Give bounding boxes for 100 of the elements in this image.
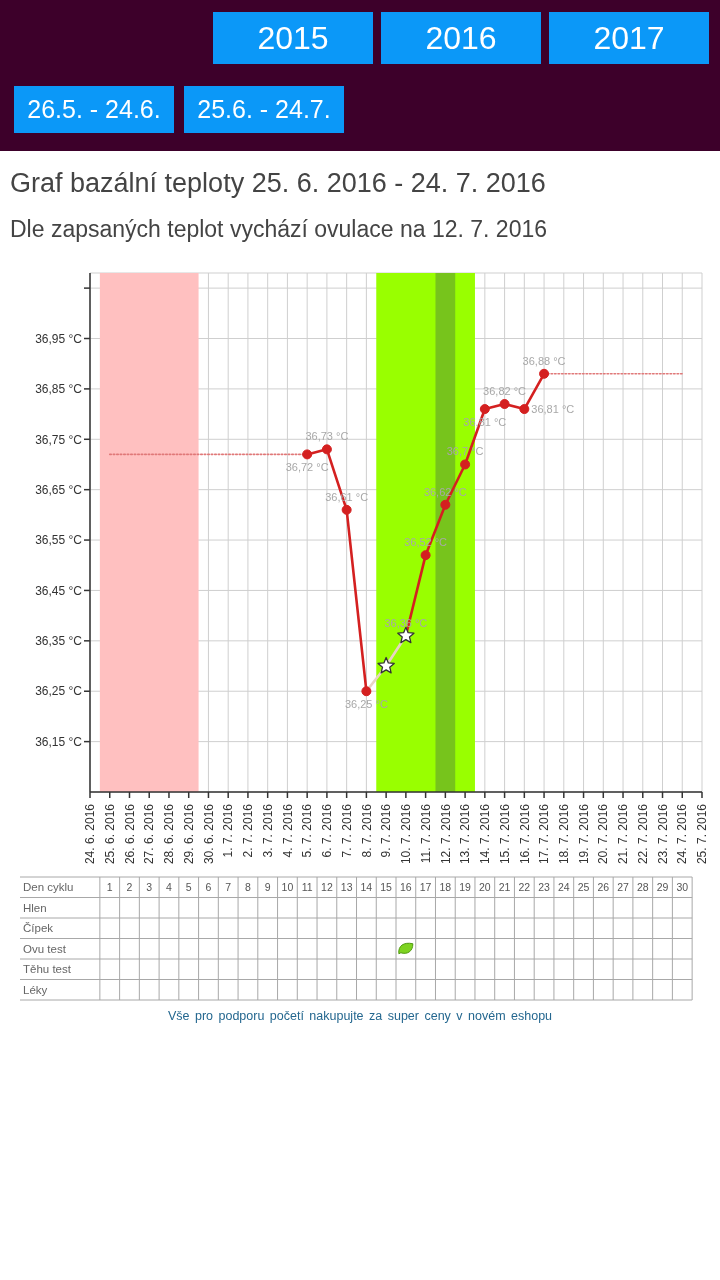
x-tick-label: 5. 7. 2016 (300, 803, 315, 858)
x-tick-label: 24. 6. 2016 (83, 803, 98, 865)
text: Ovu test (23, 942, 67, 955)
text: 8 (245, 880, 252, 893)
text: 29 (656, 880, 669, 893)
text: 11 (301, 880, 313, 893)
data-label: 36,81 °C (463, 416, 507, 429)
chart-title: Graf bazální teploty 25. 6. 2016 - 24. 7. 2016 (9, 167, 547, 200)
x-tick-label: 11. 7. 2016 (418, 803, 433, 864)
text: 3 (146, 880, 153, 893)
point (341, 504, 352, 515)
period-button: 25.6. - 24.7. (184, 86, 344, 133)
point (377, 656, 395, 674)
y-tick-label: 36,55 °C (35, 533, 83, 548)
x-tick-label: 29. 6. 2016 (181, 803, 196, 865)
data-label: 36,72 °C (285, 461, 329, 474)
x-tick-label: 4. 7. 2016 (280, 803, 295, 858)
x-tick-label: 18. 7. 2016 (557, 803, 572, 865)
text: 26 (597, 880, 610, 893)
x-tick-label: 23. 7. 2016 (655, 803, 670, 865)
text: 28 (636, 880, 649, 893)
x-tick-label: 10. 7. 2016 (399, 803, 414, 865)
x-tick-label: 8. 7. 2016 (359, 803, 374, 858)
x-tick-label: 24. 7. 2016 (675, 803, 690, 865)
y-tick-label: 36,95 °C (35, 331, 83, 346)
y-tick-label: 36,35 °C (35, 634, 83, 649)
y-tick-label: 36,65 °C (35, 482, 83, 497)
data-label: 36,25 °C (344, 698, 388, 711)
text: Vše pro podporu početí nakupujte za super ceny v novém eshopu (166, 1009, 554, 1023)
text: 7 (225, 880, 232, 893)
year-button: 2015 (213, 12, 373, 64)
text: 1 (106, 880, 113, 893)
point (321, 444, 332, 455)
text: 22 (518, 880, 531, 893)
text: Těhu test (23, 963, 72, 976)
x-tick-label: 2. 7. 2016 (241, 803, 256, 858)
x-tick-label: 22. 7. 2016 (635, 803, 650, 865)
text: 15 (380, 880, 393, 893)
point (361, 686, 372, 697)
text: Čípek (23, 922, 54, 935)
point (420, 550, 431, 561)
text: 18 (439, 880, 452, 893)
x-tick-label: 13. 7. 2016 (458, 803, 473, 865)
year-button: 2016 (381, 12, 541, 64)
x-tick-label: 21. 7. 2016 (616, 803, 631, 865)
data-label: 36,82 °C (483, 385, 527, 398)
text: 25 (577, 880, 590, 893)
x-tick-label: 6. 7. 2016 (320, 803, 335, 858)
text: 19 (459, 880, 472, 893)
x-tick-label: 30. 6. 2016 (201, 803, 216, 865)
x-tick-label: 25. 6. 2016 (102, 803, 117, 865)
x-tick-label: 27. 6. 2016 (142, 803, 157, 865)
text: 23 (538, 880, 551, 893)
point (539, 368, 550, 379)
text: 27 (617, 880, 630, 893)
data-label: 36,88 °C (522, 354, 566, 367)
point (460, 459, 471, 470)
x-tick-label: 16. 7. 2016 (517, 803, 532, 865)
y-tick-label: 36,25 °C (35, 684, 83, 699)
text: 9 (264, 880, 271, 893)
text: 24 (557, 880, 570, 893)
point (302, 449, 313, 460)
x-tick-label: 28. 6. 2016 (162, 803, 177, 865)
y-tick-label: 36,75 °C (35, 432, 83, 447)
chart-subtitle: Dle zapsaných teplot vychází ovulace na 12. 7. 2016 (9, 215, 548, 244)
point (479, 404, 490, 415)
x-tick-label: 26. 6. 2016 (122, 803, 137, 865)
x-tick-label: 3. 7. 2016 (260, 803, 275, 858)
text: 5 (185, 880, 192, 893)
x-tick-label: 1. 7. 2016 (221, 803, 236, 858)
text: 6 (205, 880, 212, 893)
data-label: 36,73 °C (305, 430, 349, 443)
text: Hlen (23, 901, 47, 914)
text: 30 (676, 880, 689, 893)
text: 12 (321, 880, 333, 893)
point (440, 499, 451, 510)
text: 17 (419, 880, 432, 893)
text: 14 (360, 880, 373, 893)
text: 16 (400, 880, 412, 893)
text: Léky (23, 983, 48, 996)
x-tick-label: 15. 7. 2016 (497, 803, 512, 865)
x-tick-label: 17. 7. 2016 (537, 803, 552, 865)
y-tick-label: 36,45 °C (35, 583, 83, 598)
x-tick-label: 19. 7. 2016 (576, 803, 591, 865)
text: 2 (126, 880, 133, 893)
data-label: 36,62 °C (423, 485, 467, 498)
y-tick-label: 36,85 °C (35, 382, 83, 397)
text: Den cyklu (23, 881, 74, 894)
text: 21 (498, 880, 511, 893)
year-button: 2017 (549, 12, 709, 64)
text: 20 (478, 880, 491, 893)
point (499, 399, 510, 410)
period-button: 26.5. - 24.6. (14, 86, 174, 133)
text: 13 (340, 880, 353, 893)
point (519, 404, 530, 415)
x-tick-label: 14. 7. 2016 (478, 803, 493, 865)
text: 4 (166, 880, 173, 893)
x-tick-label: 7. 7. 2016 (339, 803, 354, 858)
y-tick-label: 36,15 °C (35, 734, 83, 749)
x-tick-label: 12. 7. 2016 (438, 803, 453, 865)
